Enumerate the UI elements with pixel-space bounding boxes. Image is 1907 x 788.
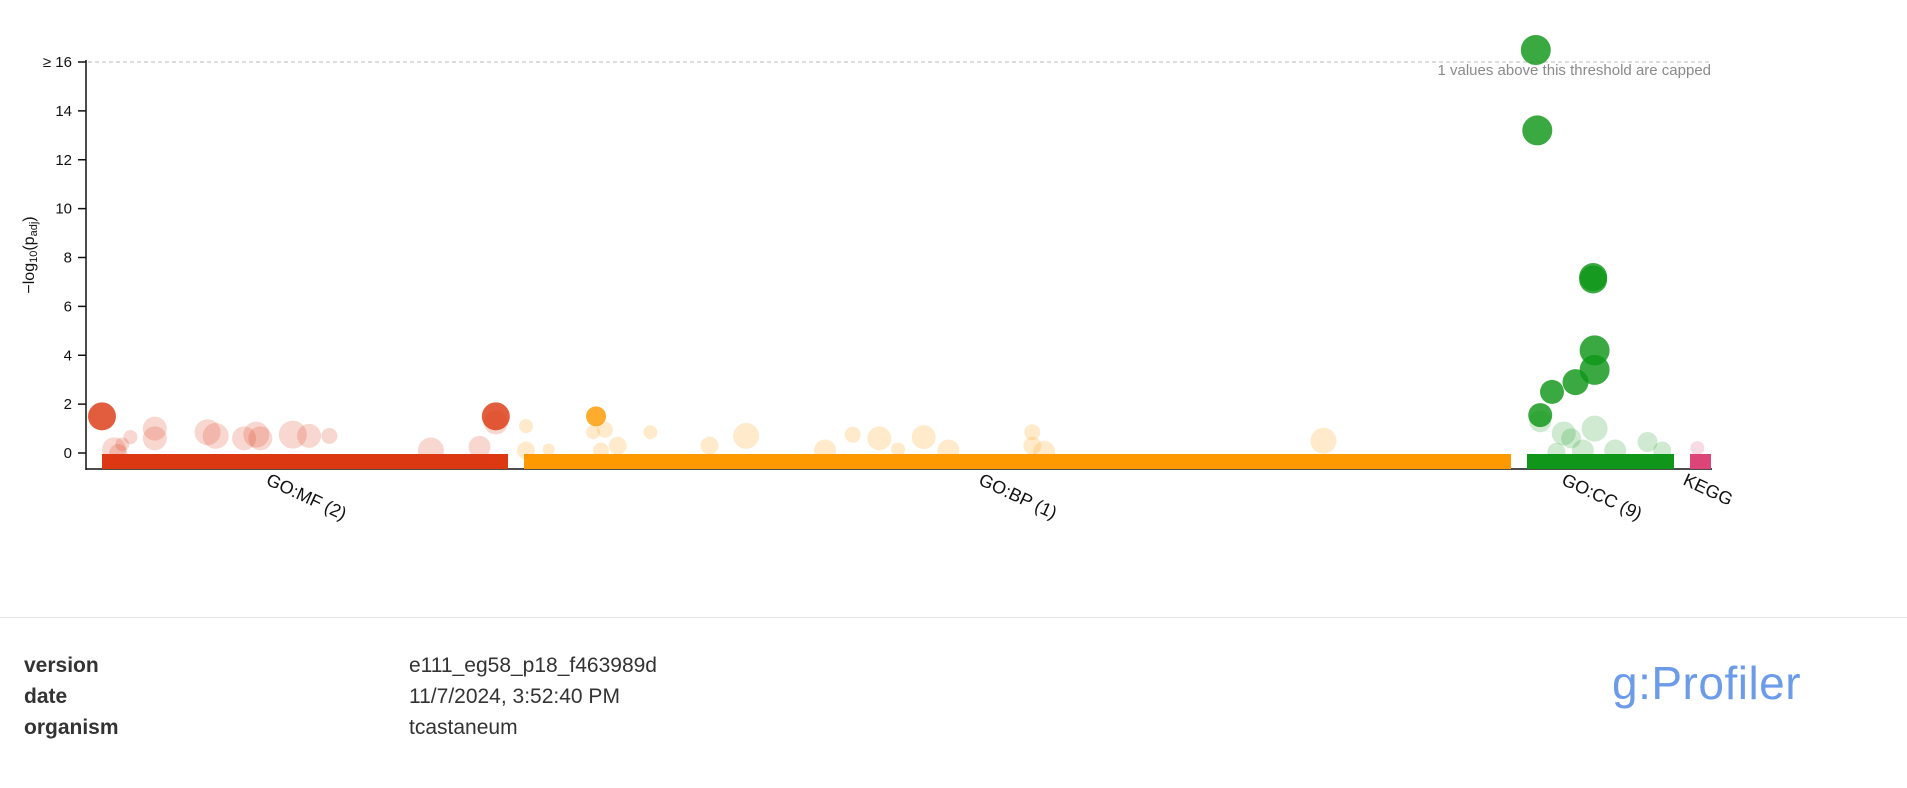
data-point (123, 430, 138, 445)
data-point (232, 426, 257, 451)
data-point (596, 421, 613, 438)
source-label: GO:MF (2) (263, 469, 349, 523)
manhattan-plot: ≥ 16 14 12 10 8 6 4 2 0 −log10(padj) 1 values ab… (21, 35, 1736, 524)
threshold-note: 1 values above this threshold are capped (1437, 62, 1711, 79)
y-tick-label: 10 (55, 201, 72, 218)
data-point (142, 426, 167, 451)
data-point (243, 421, 270, 448)
data-point (109, 444, 128, 462)
data-point (608, 436, 627, 455)
data-point (844, 426, 861, 443)
data-point (1547, 442, 1566, 461)
data-point (814, 439, 837, 462)
metadata-key: date (24, 685, 68, 708)
data-point (643, 425, 658, 440)
source-label: GO:BP (1) (976, 469, 1060, 523)
data-point (115, 437, 130, 452)
data-point (1529, 410, 1552, 433)
data-point (911, 425, 936, 450)
data-point (1023, 436, 1042, 455)
data-point (1561, 428, 1582, 449)
y-tick-label: 0 (64, 445, 72, 462)
source-bar (102, 454, 508, 469)
data-point (1024, 424, 1041, 441)
data-point (297, 423, 322, 448)
data-point (1522, 115, 1553, 146)
data-point (1551, 421, 1576, 446)
data-point (248, 426, 273, 451)
data-point (1604, 439, 1627, 462)
data-point (1033, 440, 1056, 463)
data-point (102, 437, 127, 462)
y-tick-label: 4 (64, 347, 72, 364)
data-point (1310, 427, 1337, 454)
y-tick-label: 8 (64, 250, 72, 267)
data-point (468, 435, 491, 458)
data-point (194, 419, 221, 446)
data-point (321, 427, 338, 444)
data-point (142, 416, 167, 441)
source-label: KEGG (1680, 469, 1736, 509)
data-point (1581, 415, 1608, 442)
gprofiler-logo[interactable]: g:Profiler (1612, 657, 1802, 709)
source-label: GO:CC (9) (1559, 469, 1645, 523)
source-bar (1690, 454, 1711, 469)
y-tick-label: ≥ 16 (43, 54, 72, 71)
source-bar-group (102, 454, 1711, 469)
data-point (516, 441, 535, 460)
data-point (586, 406, 607, 427)
metadata-row-version: version e111_eg58_p18_f463989d (24, 650, 657, 681)
data-point (88, 402, 116, 431)
data-point (1579, 265, 1608, 294)
data-point (937, 439, 960, 462)
footer-divider (0, 617, 1907, 618)
source-bar (1527, 454, 1674, 469)
data-point (1520, 35, 1551, 65)
metadata-key: version (24, 654, 99, 677)
y-tick-label: 2 (64, 396, 72, 413)
y-tick-group: ≥ 16 14 12 10 8 6 4 2 0 (43, 54, 86, 462)
point-group (88, 35, 1705, 464)
data-point (542, 443, 555, 456)
data-point (592, 442, 609, 459)
data-point (417, 437, 444, 464)
data-point (700, 436, 719, 455)
metadata-key: organism (24, 716, 119, 739)
data-point (481, 402, 510, 431)
data-point (1528, 403, 1553, 428)
data-point (891, 442, 906, 457)
y-tick-label: 14 (55, 103, 72, 120)
metadata-value: tcastaneum (409, 716, 518, 739)
data-point (1539, 379, 1564, 404)
metadata-value: e111_eg58_p18_f463989d (409, 654, 657, 677)
source-bar (524, 454, 1511, 469)
data-point (1571, 439, 1594, 462)
data-point (867, 426, 892, 451)
data-point (586, 425, 601, 440)
data-point (1637, 432, 1658, 453)
y-axis-label: −log10(padj) (21, 216, 40, 293)
data-point (733, 422, 760, 449)
metadata-table: version e111_eg58_p18_f463989d date 11/7/2… (24, 650, 657, 743)
source-label-group: GO:MF (2) GO:BP (1) GO:CC (9) KEGG (263, 469, 1736, 523)
metadata-row-organism: organism tcastaneum (24, 712, 657, 743)
data-point (202, 422, 229, 449)
metadata-value: 11/7/2024, 3:52:40 PM (409, 685, 620, 708)
data-point (1690, 441, 1705, 456)
y-tick-label: 12 (55, 152, 72, 169)
y-tick-label: 6 (64, 298, 72, 315)
data-point (278, 420, 307, 449)
data-point (1653, 441, 1672, 460)
data-point (518, 419, 533, 434)
metadata-row-date: date 11/7/2024, 3:52:40 PM (24, 681, 657, 712)
data-point (1562, 369, 1589, 396)
